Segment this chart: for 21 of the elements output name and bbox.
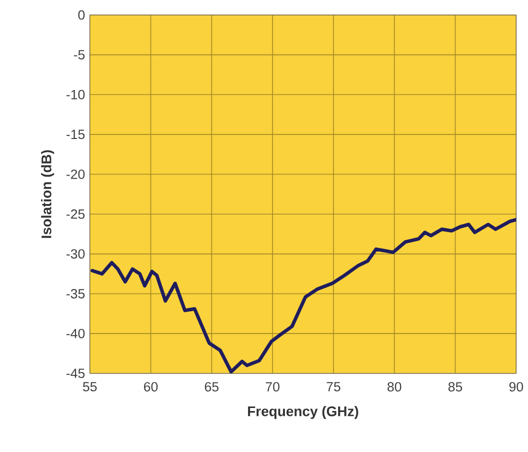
- x-tick-label: 90: [509, 382, 524, 392]
- y-axis-title: Isolation (dB): [41, 150, 54, 238]
- y-tick-label: -20: [66, 169, 85, 179]
- y-tick-label: -45: [66, 368, 85, 378]
- x-tick-label: 75: [326, 382, 340, 392]
- x-axis-title: Frequency (GHz): [248, 406, 358, 419]
- x-tick-label: 60: [144, 382, 158, 392]
- y-tick-label: -35: [66, 288, 85, 298]
- y-tick-label: -30: [66, 249, 85, 259]
- y-tick-label: -15: [66, 130, 85, 139]
- x-tick-label: 70: [266, 382, 280, 392]
- line-series: [90, 218, 516, 374]
- x-tick-label: 85: [448, 382, 462, 392]
- y-tick-label: -10: [66, 90, 85, 100]
- x-tick-label: 80: [388, 382, 402, 392]
- y-tick-label: -5: [74, 50, 85, 60]
- x-tick-label: 55: [82, 382, 97, 392]
- x-tick-label: 65: [204, 382, 219, 392]
- y-tick-label: -40: [66, 328, 85, 338]
- y-tick-label: 0: [78, 10, 85, 20]
- y-tick-label: -25: [66, 209, 85, 219]
